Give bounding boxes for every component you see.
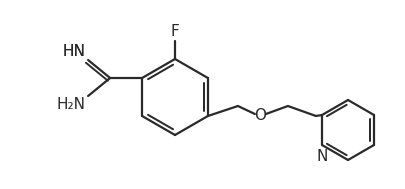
Text: F: F bbox=[171, 24, 179, 39]
Text: O: O bbox=[254, 108, 266, 123]
Text: N: N bbox=[316, 149, 328, 164]
Text: HN: HN bbox=[62, 44, 85, 59]
Text: HN: HN bbox=[62, 44, 85, 59]
Text: H₂N: H₂N bbox=[56, 97, 85, 112]
